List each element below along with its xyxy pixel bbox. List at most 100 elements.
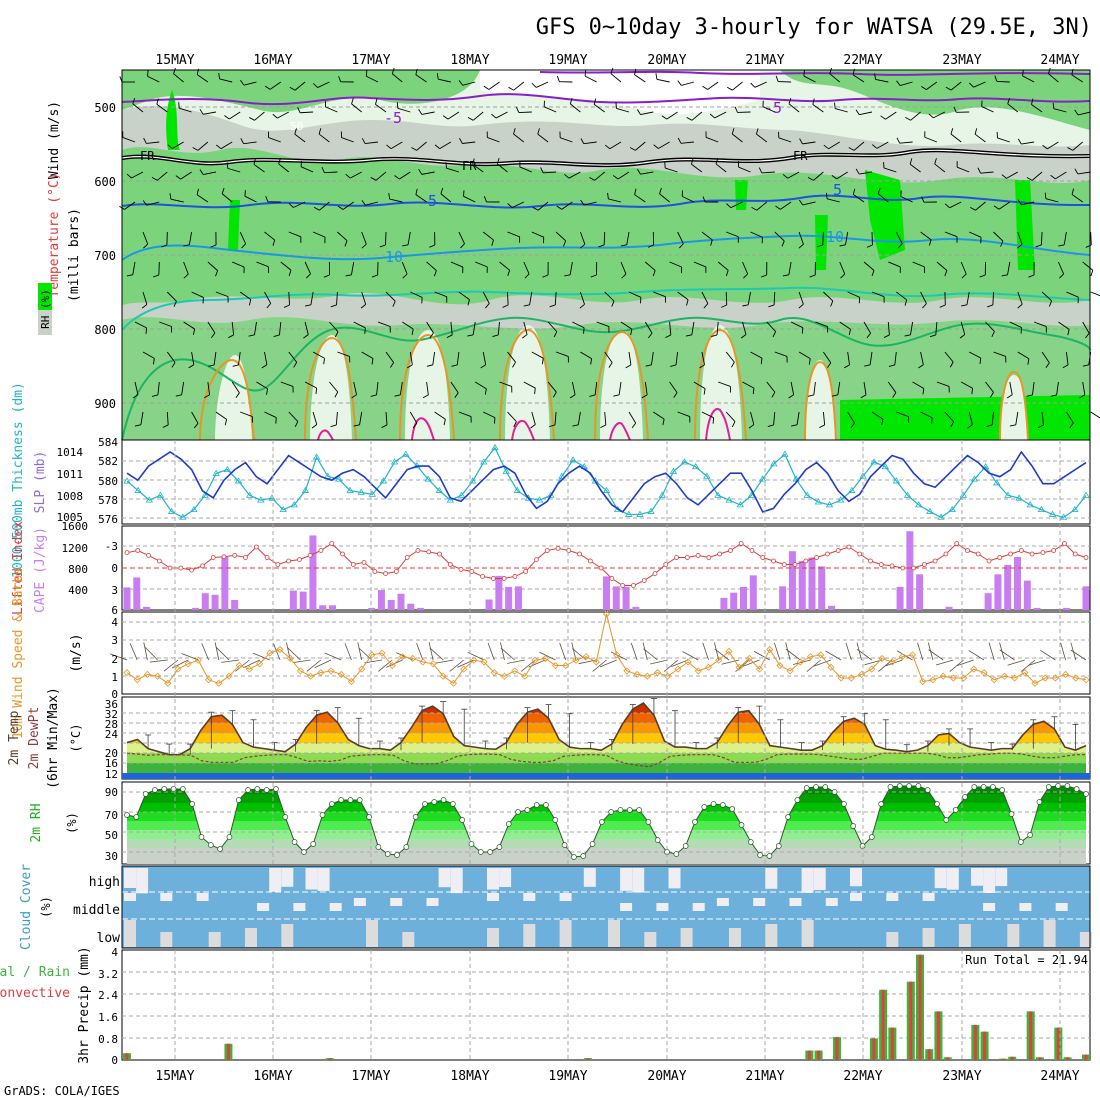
wind-barb bbox=[146, 141, 160, 144]
thickness-marker bbox=[569, 456, 577, 463]
wind-barb-flag bbox=[921, 85, 927, 90]
wind-marker bbox=[857, 670, 866, 679]
wind-barb-flag bbox=[662, 419, 665, 426]
wind-barb-flag bbox=[848, 147, 855, 151]
wind-barb bbox=[244, 195, 257, 203]
wind-barb bbox=[221, 659, 240, 663]
wind-barb bbox=[531, 411, 536, 425]
wind-marker bbox=[786, 667, 794, 675]
wind-barb-flag bbox=[370, 394, 377, 397]
wind-barb bbox=[294, 81, 306, 91]
wind-barb-flag bbox=[807, 177, 814, 181]
wind-marker bbox=[327, 667, 335, 675]
wind-barb bbox=[183, 321, 195, 330]
wind-barb-flag bbox=[211, 332, 216, 339]
wind-barb bbox=[140, 411, 144, 425]
wind-barb bbox=[1007, 261, 1011, 275]
wind-barb-flag bbox=[426, 364, 433, 367]
wind-barb bbox=[129, 643, 138, 661]
wind-barb-flag bbox=[1079, 394, 1086, 399]
wind-barb-flag bbox=[153, 358, 155, 365]
lifted-marker bbox=[415, 548, 421, 553]
wind-barb bbox=[869, 351, 873, 365]
cape-bar bbox=[1033, 607, 1041, 610]
lifted-marker bbox=[932, 558, 938, 564]
wind-barb bbox=[644, 381, 648, 395]
wind-barb bbox=[507, 659, 525, 664]
pressure-tick: 800 bbox=[94, 323, 116, 337]
wind-barb bbox=[583, 201, 597, 206]
wind-barb-flag bbox=[422, 394, 429, 399]
wind-barb bbox=[778, 137, 792, 143]
wind-marker bbox=[460, 665, 468, 673]
wind-barb-flag bbox=[249, 117, 255, 121]
wind-barb bbox=[1047, 141, 1059, 150]
cloud-gap-high bbox=[632, 868, 645, 893]
wind-tick: 3 bbox=[111, 634, 118, 647]
wind-barb-flag bbox=[1026, 177, 1033, 181]
thickness-marker bbox=[424, 475, 432, 482]
wind-axis-label: 10m Wind Speed & Barbs bbox=[11, 567, 26, 739]
wind-marker bbox=[633, 670, 641, 679]
cape-bar bbox=[211, 594, 219, 610]
wind-barb bbox=[319, 201, 330, 211]
lifted-marker bbox=[792, 562, 798, 567]
wind-barb bbox=[279, 321, 282, 335]
wind-barb bbox=[497, 163, 508, 173]
thickness-tick: 576 bbox=[98, 513, 118, 526]
wind-barb-flag bbox=[1006, 394, 1013, 399]
temp-contour-minus5 bbox=[121, 93, 1091, 106]
wind-barb bbox=[956, 659, 974, 667]
wind-barb-flag bbox=[949, 361, 954, 368]
wind-barb bbox=[1041, 351, 1050, 364]
thickness-marker bbox=[468, 477, 477, 484]
wind-barb-flag bbox=[756, 128, 759, 135]
wind-marker bbox=[664, 672, 672, 680]
wind-barb-flag bbox=[467, 117, 474, 121]
temp-contour-25 bbox=[594, 330, 649, 441]
wind-barb-flag bbox=[934, 158, 937, 165]
wind-barb-flag bbox=[673, 392, 678, 398]
wind-marker bbox=[888, 658, 896, 666]
wind-barb bbox=[142, 231, 149, 245]
wind-barb-flag bbox=[855, 168, 860, 175]
wind-barb-flag bbox=[323, 358, 325, 365]
cape-bar bbox=[514, 586, 522, 610]
wind-barb bbox=[278, 163, 290, 173]
wind-barb bbox=[871, 411, 884, 420]
cape-bar bbox=[994, 574, 1002, 610]
bottom-date-label: 24MAY bbox=[1040, 1069, 1079, 1084]
cloud-gap-middle bbox=[523, 893, 536, 901]
cloud-gap-low bbox=[765, 924, 778, 947]
wind-barb-flag bbox=[772, 331, 777, 338]
rh-dry-plume bbox=[1000, 375, 1028, 440]
bottom-date-label: 15MAY bbox=[155, 1069, 194, 1084]
wind-barb-flag bbox=[767, 424, 774, 428]
cloud-gap-low bbox=[729, 928, 741, 947]
rh-marker bbox=[971, 784, 978, 790]
rh-marker bbox=[850, 823, 857, 829]
wind-barb bbox=[280, 381, 294, 387]
rh-marker bbox=[431, 799, 438, 805]
rh-marker bbox=[980, 784, 987, 790]
rh-marker bbox=[161, 786, 168, 792]
wind-barb-flag bbox=[534, 388, 536, 395]
wind-barb-flag bbox=[1050, 174, 1056, 180]
wind-barb bbox=[482, 351, 487, 365]
wind-barb-flag bbox=[132, 98, 136, 105]
wind-barb-flag bbox=[637, 168, 641, 175]
rh-marker bbox=[654, 837, 661, 843]
thickness-marker bbox=[692, 462, 700, 470]
wind-barb bbox=[877, 193, 889, 203]
wind-barb-flag bbox=[294, 421, 299, 428]
lifted-tick: 6 bbox=[111, 604, 118, 617]
wind-barb-flag bbox=[974, 128, 978, 135]
lifted-marker bbox=[921, 562, 927, 567]
wind-barb-flag bbox=[244, 190, 246, 197]
wind-barb bbox=[853, 141, 865, 151]
wind-barb bbox=[766, 381, 776, 393]
lifted-marker bbox=[1083, 555, 1089, 560]
cape-bar bbox=[397, 593, 405, 610]
cape-bar bbox=[1062, 607, 1070, 610]
wind-barb-flag bbox=[394, 394, 401, 397]
